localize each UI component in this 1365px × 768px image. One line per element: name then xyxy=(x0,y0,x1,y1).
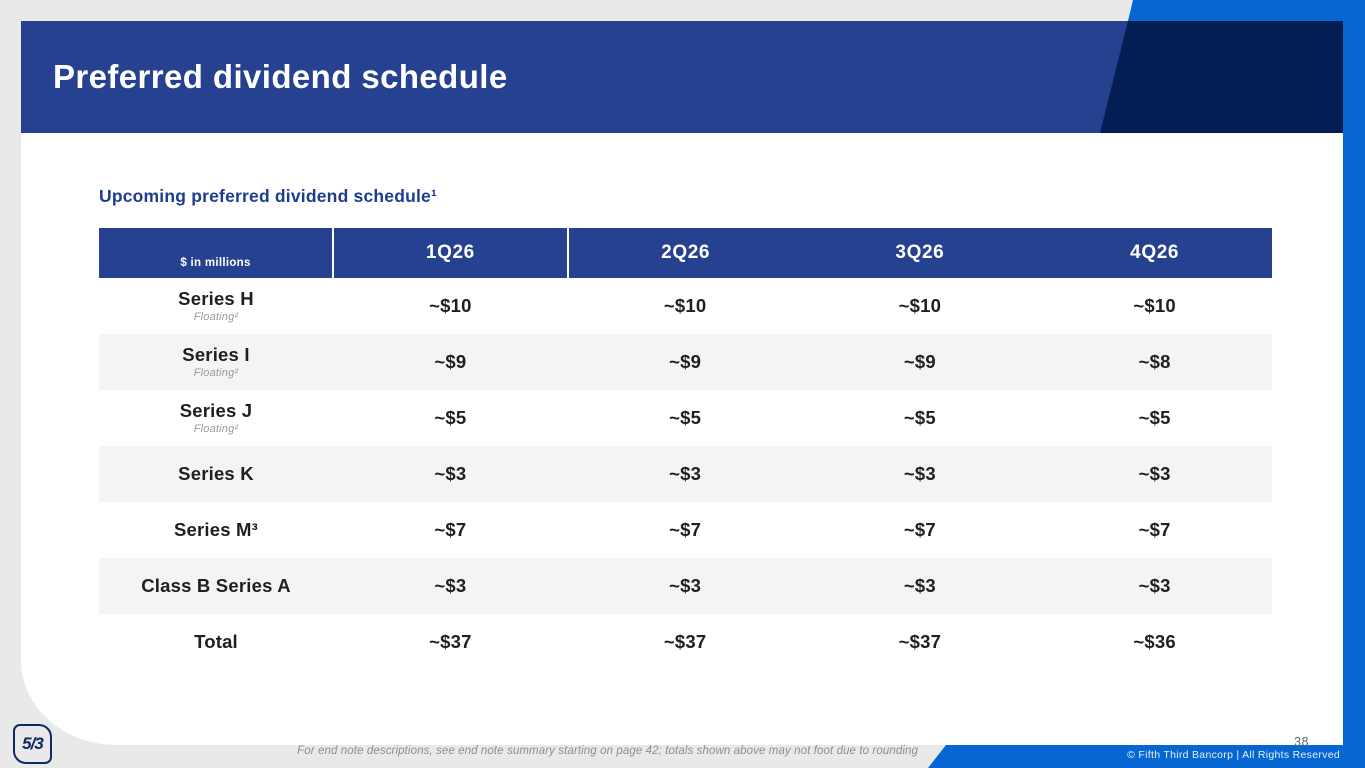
row-sublabel: Floating² xyxy=(193,366,239,379)
value-cell: ~$5 xyxy=(669,407,702,428)
value-cell: ~$10 xyxy=(429,295,472,316)
page-title: Preferred dividend schedule xyxy=(53,58,508,95)
table-row: Series K ~$3 ~$3 ~$3 ~$3 xyxy=(99,446,1272,502)
value-cell: ~$9 xyxy=(903,351,936,372)
row-label-cell: Series J Floating² xyxy=(99,390,333,446)
value-cell: ~$10 xyxy=(1133,295,1176,316)
value-cell: ~$7 xyxy=(1138,519,1171,540)
column-header-3q26: 3Q26 xyxy=(802,228,1038,278)
value-cell: ~$3 xyxy=(903,575,936,596)
value-cell: ~$3 xyxy=(1138,463,1171,484)
slide-content-card: Preferred dividend schedule Upcoming pre… xyxy=(21,21,1343,749)
row-label-cell: Series I Floating² xyxy=(99,334,333,390)
value-cell: ~$7 xyxy=(903,519,936,540)
value-cell: ~$3 xyxy=(669,575,702,596)
value-cell: ~$5 xyxy=(903,407,936,428)
row-label-cell: Series M³ xyxy=(99,502,333,558)
row-label-cell: Total xyxy=(99,614,333,670)
banner-diagonal-overlay xyxy=(1100,21,1343,133)
value-cell: ~$37 xyxy=(429,631,472,652)
endnote-footnote: For end note descriptions, see end note … xyxy=(297,745,918,757)
value-cell: ~$8 xyxy=(1138,351,1171,372)
value-cell: ~$5 xyxy=(1138,407,1171,428)
value-cell: ~$3 xyxy=(1138,575,1171,596)
table-row: Total ~$37 ~$37 ~$37 ~$36 xyxy=(99,614,1272,670)
table-row: Series J Floating² ~$5 ~$5 ~$5 ~$5 xyxy=(99,390,1272,446)
value-cell: ~$3 xyxy=(669,463,702,484)
value-cell: ~$7 xyxy=(434,519,467,540)
section-heading: Upcoming preferred dividend schedule¹ xyxy=(99,186,438,206)
table-row: Series I Floating² ~$9 ~$9 ~$9 ~$8 xyxy=(99,334,1272,390)
row-label-cell: Series H Floating² xyxy=(99,278,333,334)
unit-label-cell: $ in millions xyxy=(99,228,334,278)
value-cell: ~$3 xyxy=(434,575,467,596)
fifth-third-logo-icon: 5/3 xyxy=(13,724,52,764)
table-row: Series M³ ~$7 ~$7 ~$7 ~$7 xyxy=(99,502,1272,558)
page-number: 38 xyxy=(1294,735,1309,749)
value-cell: ~$9 xyxy=(434,351,467,372)
row-label: Class B Series A xyxy=(141,574,291,596)
table-header-row: $ in millions 1Q26 2Q26 3Q26 4Q26 xyxy=(99,228,1272,278)
value-cell: ~$37 xyxy=(663,631,707,652)
copyright-text: © Fifth Third Bancorp | All Rights Reser… xyxy=(1127,749,1340,761)
row-sublabel: Floating² xyxy=(193,310,239,323)
row-label-cell: Class B Series A xyxy=(99,558,333,614)
value-cell: ~$10 xyxy=(898,295,942,316)
row-label-cell: Series K xyxy=(99,446,333,502)
row-label: Total xyxy=(194,630,238,652)
row-label: Series J xyxy=(179,400,253,422)
row-label: Series I xyxy=(182,344,250,366)
value-cell: ~$3 xyxy=(434,463,467,484)
column-header-1q26: 1Q26 xyxy=(333,228,569,278)
table-row: Class B Series A ~$3 ~$3 ~$3 ~$3 xyxy=(99,558,1272,614)
table-row: Series H Floating² ~$10 ~$10 ~$10 ~$10 xyxy=(99,278,1272,334)
row-label: Series H xyxy=(178,288,254,310)
value-cell: ~$3 xyxy=(903,463,936,484)
value-cell: ~$9 xyxy=(669,351,702,372)
row-label: Series K xyxy=(178,462,254,484)
column-header-4q26: 4Q26 xyxy=(1037,228,1272,278)
row-sublabel: Floating² xyxy=(193,422,239,435)
value-cell: ~$37 xyxy=(898,631,942,652)
value-cell: ~$5 xyxy=(434,407,467,428)
value-cell: ~$7 xyxy=(669,519,702,540)
row-label: Series M³ xyxy=(173,518,259,540)
column-header-2q26: 2Q26 xyxy=(567,228,803,278)
title-banner: Preferred dividend schedule xyxy=(21,21,1343,133)
table-body: Series H Floating² ~$10 ~$10 ~$10 ~$10 Series … xyxy=(99,278,1272,670)
value-cell: ~$10 xyxy=(663,295,707,316)
value-cell: ~$36 xyxy=(1133,631,1176,652)
